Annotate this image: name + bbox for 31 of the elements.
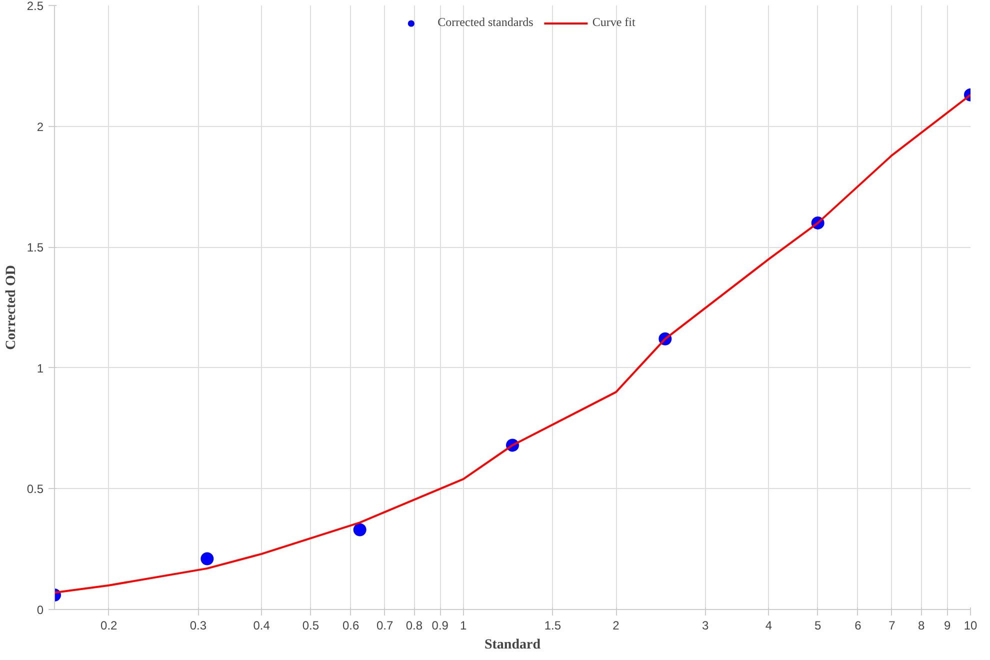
x-tick-label: 4	[765, 618, 772, 632]
x-tick-label: 3	[702, 618, 709, 632]
x-tick-label: 9	[944, 618, 951, 632]
legend-label: Corrected standards	[438, 15, 534, 30]
point	[200, 552, 214, 566]
x-tick-label: 8	[918, 618, 926, 632]
y-tick-label: 0.5	[26, 482, 44, 496]
y-tick-label: 2	[36, 120, 44, 134]
x-tick-label: 0.5	[302, 618, 320, 632]
x-tick-label: 7	[888, 618, 896, 632]
x-tick-label: 0.9	[432, 618, 449, 632]
x-tick-label: 0.8	[406, 618, 423, 632]
x-tick-label: 5	[814, 618, 822, 632]
legend-label: Curve fit	[592, 15, 636, 30]
x-tick-label: 0.4	[253, 618, 270, 632]
x-tick-label: 1.5	[544, 618, 562, 632]
x-axis-title: Standard	[484, 638, 541, 652]
y-tick-label: 1.5	[26, 240, 44, 255]
y-tick-label: 0	[36, 603, 44, 617]
x-tick-label: 10	[964, 618, 978, 632]
x-tick-label: 0.3	[190, 618, 207, 632]
x-tick-label: 0.2	[100, 618, 118, 632]
x-tick-label: 0.7	[376, 618, 394, 632]
x-tick-label: 0.6	[342, 618, 360, 632]
x-tick-label: 6	[854, 618, 862, 632]
y-axis-title: Corrected OD	[4, 265, 19, 350]
y-tick-label: 1	[36, 361, 44, 376]
x-tick-label: 2	[612, 618, 620, 632]
y-tick-label: 2.5	[26, 0, 44, 13]
x-tick-label: 1	[460, 618, 468, 632]
point	[353, 523, 366, 536]
